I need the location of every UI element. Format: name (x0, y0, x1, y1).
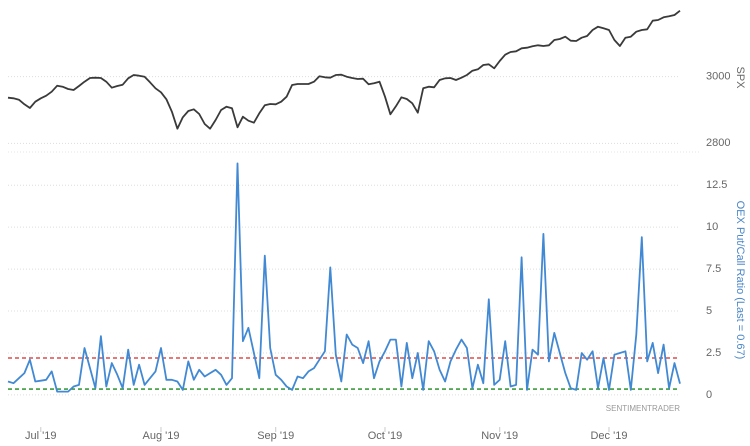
y-tick-label: 10 (706, 221, 718, 233)
y-tick-label: 12.5 (706, 179, 727, 191)
watermark: SENTIMENTRADER (606, 404, 680, 413)
data-line (7, 9, 681, 130)
y-axis-title: OEX Put/Call Ratio (Last = 0.67) (734, 201, 746, 360)
y-tick-label: 2800 (706, 137, 730, 149)
x-tick-label: Dec '19 (590, 430, 627, 442)
y-tick-label: 0 (706, 389, 712, 401)
x-tick-label: Nov '19 (481, 430, 518, 442)
y-axis-title: SPX (734, 66, 746, 89)
y-tick-label: 7.5 (706, 263, 721, 275)
data-line (7, 162, 681, 393)
x-tick-label: Sep '19 (257, 430, 294, 442)
x-tick-label: Oct '19 (368, 430, 403, 442)
y-tick-label: 3000 (706, 71, 730, 83)
x-tick-label: Aug '19 (142, 430, 179, 442)
y-tick-label: 2.5 (706, 347, 721, 359)
x-tick-label: Jul '19 (25, 430, 56, 442)
y-tick-label: 5 (706, 305, 712, 317)
